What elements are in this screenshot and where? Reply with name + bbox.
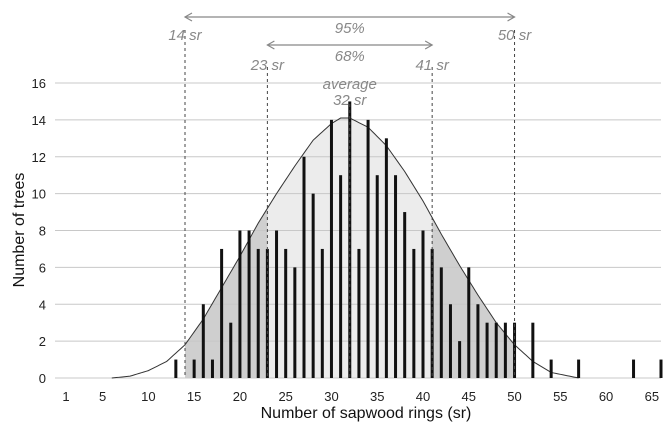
x-tick-label: 25 [278,389,292,404]
bar [531,322,535,378]
average-value-label: 32 sr [333,92,367,109]
bar [485,322,489,378]
bar [293,267,297,378]
y-tick-label: 6 [39,260,46,275]
bar [320,248,324,378]
bar [275,230,279,378]
y-ticks: 0 2 4 6 8 10 12 14 16 [32,76,46,386]
x-tick-label: 40 [416,389,430,404]
bar [421,230,425,378]
range-95-label: 95% [335,20,365,37]
bar [210,359,214,378]
x-tick-label: 35 [370,389,384,404]
bar [577,359,581,378]
bar [384,138,388,378]
arrow-95-head-left [183,12,193,22]
bar [366,119,370,378]
average-label: average [323,76,377,93]
bar [476,304,480,378]
bar [174,359,178,378]
x-tick-label: 10 [141,389,155,404]
bar [311,193,315,378]
x-tick-label: 15 [187,389,201,404]
curve-layer [111,117,579,379]
bar [448,304,452,378]
bar [302,156,306,378]
label-41sr: 41 sr [415,57,449,74]
bar [238,230,242,378]
bar [375,175,379,378]
arrow-95-head-right [507,12,516,22]
range-68-label: 68% [335,48,365,65]
y-tick-label: 10 [32,187,46,202]
y-tick-label: 16 [32,76,46,91]
reference-lines [184,30,516,378]
x-tick-label: 45 [462,389,476,404]
bar [439,267,443,378]
bar [403,212,407,378]
label-50sr: 50 sr [498,27,532,44]
bar [467,267,471,378]
x-tick-label: 1 [62,389,69,404]
arrow-68-head-left [266,40,275,50]
bar [229,322,233,378]
y-tick-label: 12 [32,150,46,165]
y-axis-label: Number of trees [11,173,28,288]
y-tick-label: 0 [39,371,46,386]
y-tick-label: 4 [39,297,46,312]
y-tick-label: 8 [39,224,46,239]
bar [549,359,553,378]
bar [357,248,361,378]
bar [329,119,333,378]
distribution-curve [111,117,579,379]
bar [458,341,462,378]
x-axis-label: Number of sapwood rings (sr) [261,405,472,422]
bar [256,248,260,378]
label-23sr: 23 sr [250,57,285,74]
y-tick-label: 2 [39,334,46,349]
bar [412,248,416,378]
bar [394,175,398,378]
bar [192,359,196,378]
bar [659,359,663,378]
label-14sr: 14 sr [168,27,202,44]
bar [632,359,636,378]
x-tick-label: 20 [233,389,247,404]
bar [220,248,224,378]
bar [348,101,352,378]
bar [503,322,507,378]
x-tick-label: 50 [507,389,521,404]
x-tick-label: 5 [99,389,106,404]
x-tick-label: 60 [599,389,613,404]
bar [201,304,205,378]
y-tick-label: 14 [32,113,46,128]
bar [247,230,251,378]
bar [284,248,288,378]
x-tick-label: 55 [553,389,567,404]
x-tick-label: 65 [645,389,659,404]
bar [494,322,498,378]
bar [339,175,343,378]
x-ticks: 1 5 10 15 20 25 30 35 40 45 50 55 60 65 [62,389,659,404]
x-tick-label: 30 [324,389,338,404]
arrow-68-head-right [424,40,434,50]
